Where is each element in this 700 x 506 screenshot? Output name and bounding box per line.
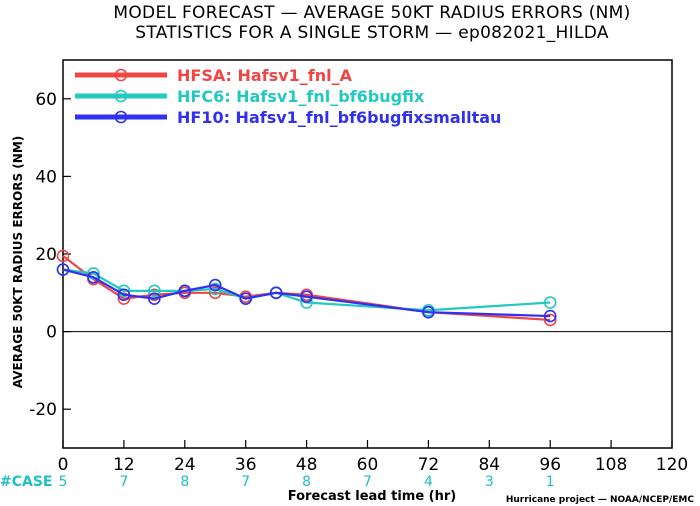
data-point bbox=[208, 286, 222, 300]
case-count-label: #CASE bbox=[0, 474, 53, 490]
x-axis: 0 12 24 36 48 60 72 84 96 108 120 bbox=[58, 440, 688, 475]
legend-marker bbox=[114, 110, 128, 124]
case-count: 1 bbox=[546, 474, 555, 490]
x-tick-label: 60 bbox=[357, 455, 379, 475]
data-point bbox=[422, 305, 435, 319]
data-point bbox=[178, 284, 192, 298]
case-count: 8 bbox=[302, 474, 311, 490]
legend-entry: HFC6: Hafsv1_fnl_bf6bugfix bbox=[177, 87, 425, 106]
y-tick-label: 20 bbox=[35, 245, 57, 265]
case-counts: 5 7 8 7 8 7 4 3 1 bbox=[59, 474, 555, 490]
case-count: 5 bbox=[59, 474, 68, 490]
data-point bbox=[117, 292, 131, 305]
case-count: 8 bbox=[180, 474, 189, 490]
data-point bbox=[87, 270, 100, 284]
legend-marker bbox=[114, 89, 128, 103]
x-tick-label: 96 bbox=[539, 455, 561, 475]
x-tick-label: 12 bbox=[113, 455, 135, 475]
data-point bbox=[239, 292, 252, 305]
y-tick-label: 40 bbox=[35, 167, 57, 187]
data-point bbox=[300, 290, 313, 303]
y-tick-label: 60 bbox=[35, 90, 57, 110]
x-tick-label: 24 bbox=[174, 455, 196, 475]
data-point bbox=[208, 278, 222, 292]
x-tick-label: 36 bbox=[235, 455, 257, 475]
chart-subtitle: STATISTICS FOR A SINGLE STORM — ep082021… bbox=[135, 23, 609, 43]
legend-marker bbox=[114, 68, 128, 82]
case-count: 4 bbox=[424, 474, 433, 490]
data-point bbox=[56, 263, 70, 276]
y-tick-label: -20 bbox=[29, 400, 57, 420]
x-tick-label: 0 bbox=[58, 455, 69, 475]
series-line bbox=[62, 255, 551, 322]
case-count: 3 bbox=[485, 474, 494, 490]
legend-entry: HFSA: Hafsv1_fnl_A bbox=[177, 66, 353, 85]
legend-entry: HF10: Hafsv1_fnl_bf6bugfixsmalltau bbox=[177, 108, 501, 127]
data-point bbox=[269, 286, 283, 300]
data-point bbox=[117, 288, 131, 302]
case-count: 7 bbox=[363, 474, 372, 490]
chart-title: MODEL FORECAST — AVERAGE 50KT RADIUS ERR… bbox=[113, 3, 630, 23]
data-point bbox=[543, 296, 557, 309]
data-point bbox=[148, 288, 161, 302]
series-hf10 bbox=[56, 263, 557, 323]
x-tick-label: 48 bbox=[296, 455, 318, 475]
x-axis-label: Forecast lead time (hr) bbox=[288, 489, 456, 504]
data-point bbox=[148, 292, 161, 305]
data-point bbox=[543, 313, 557, 327]
case-count: 7 bbox=[119, 474, 128, 490]
x-tick-label: 108 bbox=[595, 455, 627, 475]
data-point bbox=[56, 249, 70, 263]
x-tick-label: 72 bbox=[418, 455, 440, 475]
data-point bbox=[87, 267, 100, 280]
case-count: 7 bbox=[241, 474, 250, 490]
credit-text: Hurricane project — NOAA/NCEP/EMC bbox=[506, 495, 695, 505]
y-tick-label: 0 bbox=[46, 323, 57, 343]
data-point bbox=[208, 282, 222, 296]
data-point bbox=[543, 309, 557, 323]
series-line bbox=[62, 268, 551, 318]
x-tick-label: 84 bbox=[478, 455, 500, 475]
series-line bbox=[62, 268, 551, 312]
x-tick-label: 120 bbox=[656, 455, 688, 475]
series-layer bbox=[56, 249, 557, 327]
y-axis-label: AVERAGE 50KT RADIUS ERRORS (NM) bbox=[11, 136, 25, 388]
legend: HFSA: Hafsv1_fnl_A HFC6: Hafsv1_fnl_bf6bu… bbox=[75, 66, 501, 127]
y-axis: -20 0 20 40 60 bbox=[29, 90, 71, 420]
data-point bbox=[148, 284, 161, 298]
